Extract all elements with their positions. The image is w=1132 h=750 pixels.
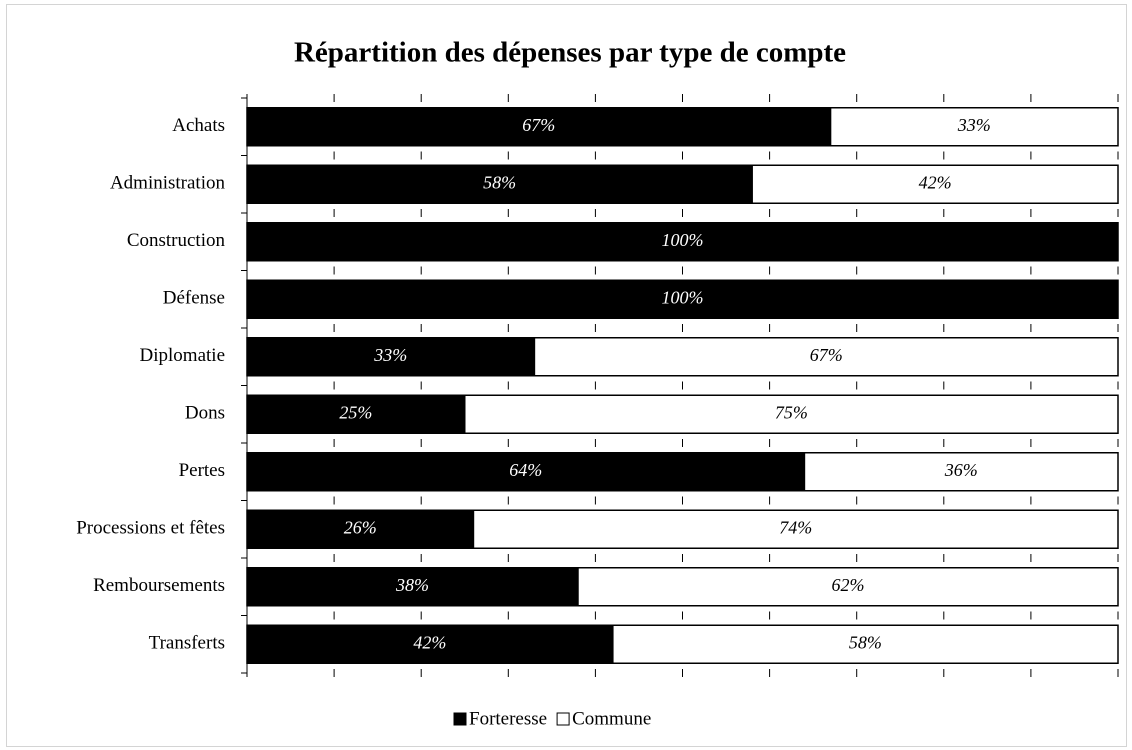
bar-segment (246, 222, 1119, 262)
value-label: 100% (662, 230, 704, 250)
bar-segment (577, 567, 1119, 607)
value-label: 26% (344, 517, 377, 537)
category-label: Administration (110, 173, 226, 194)
value-label: 74% (779, 517, 812, 537)
bar-segment (803, 452, 1119, 492)
category-label: Construction (127, 230, 226, 251)
bar-segment (829, 107, 1119, 147)
value-label: 58% (483, 172, 516, 192)
category-label: Pertes (179, 460, 225, 481)
category-label: Diplomatie (140, 345, 225, 366)
value-label: 42% (919, 172, 952, 192)
bar-segment (751, 164, 1119, 204)
bar-segment (612, 624, 1119, 664)
legend-swatch (556, 712, 570, 726)
legend-label: Forteresse (469, 708, 547, 729)
bar-segment (246, 509, 475, 549)
value-label: 67% (810, 345, 843, 365)
category-label: Processions et fêtes (76, 518, 225, 539)
category-label: Défense (163, 288, 225, 309)
bar-segment (533, 337, 1119, 377)
value-label: 38% (395, 575, 429, 595)
category-label: Achats (172, 115, 225, 136)
category-label: Remboursements (93, 575, 225, 596)
value-label: 25% (339, 402, 372, 422)
value-label: 58% (849, 632, 882, 652)
value-label: 42% (413, 632, 446, 652)
value-label: 75% (775, 402, 808, 422)
value-label: 62% (831, 575, 864, 595)
legend-label: Commune (572, 708, 651, 729)
bar-segment (464, 394, 1119, 434)
bar-segment (246, 624, 614, 664)
value-label: 64% (509, 460, 542, 480)
value-label: 36% (944, 460, 978, 480)
bar-segment (472, 509, 1119, 549)
value-label: 33% (373, 345, 407, 365)
value-label: 100% (662, 287, 704, 307)
category-label: Transferts (149, 633, 225, 654)
bar-segment (246, 279, 1119, 319)
chart-title: Répartition des dépenses par type de com… (294, 37, 846, 69)
value-label: 33% (957, 115, 991, 135)
value-label: 67% (522, 115, 555, 135)
category-label: Dons (185, 403, 225, 424)
bar-segment (246, 337, 536, 377)
bar-segment (246, 567, 579, 607)
legend-swatch (453, 712, 467, 726)
